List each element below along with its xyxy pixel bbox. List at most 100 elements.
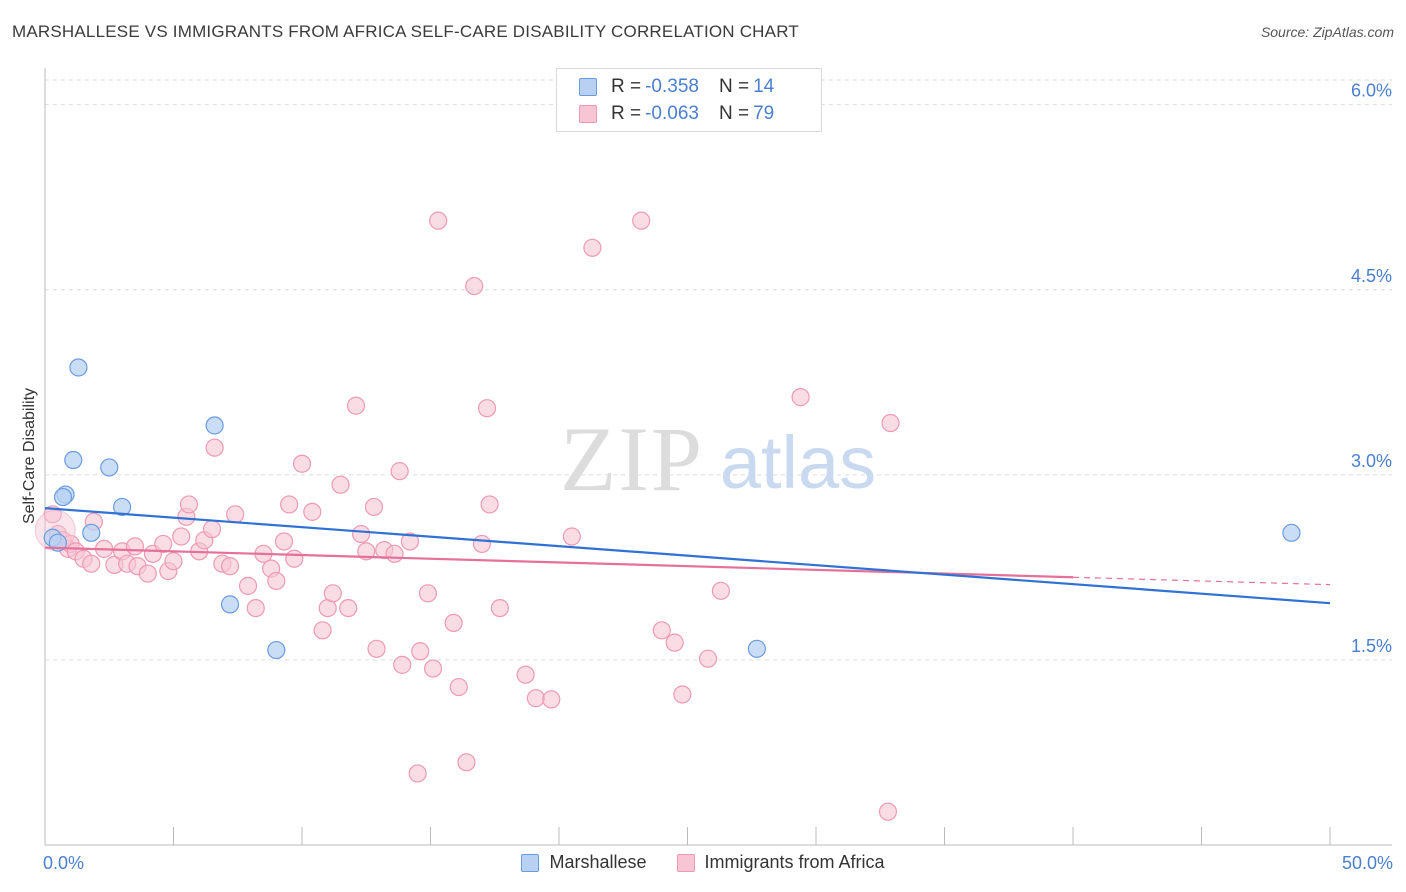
pink-point bbox=[393, 655, 412, 674]
pink-point bbox=[423, 659, 443, 678]
pink-point bbox=[472, 534, 491, 554]
pink-point bbox=[164, 552, 183, 571]
pink-point bbox=[711, 581, 731, 600]
blue-point bbox=[69, 358, 88, 377]
pink-point bbox=[698, 649, 718, 668]
bottom-legend-label: Immigrants from Africa bbox=[704, 852, 885, 872]
trend-lines bbox=[44, 507, 1331, 605]
pink-point bbox=[444, 613, 463, 633]
pink-point bbox=[490, 598, 509, 618]
pink-point bbox=[364, 497, 384, 517]
legend-swatch-pink bbox=[579, 105, 597, 123]
pink-point bbox=[138, 564, 157, 583]
pink-point bbox=[323, 584, 342, 603]
watermark: ZIP atlas bbox=[560, 408, 876, 510]
pink-series-points bbox=[34, 211, 900, 821]
pink-point bbox=[477, 399, 497, 418]
tick-labels: 1.5% 3.0% 4.5% 6.0% 0.0% 50.0% bbox=[43, 81, 1393, 873]
watermark-zip: ZIP bbox=[560, 408, 704, 510]
blue-trend-line bbox=[44, 507, 1331, 605]
blue-point bbox=[82, 523, 101, 542]
pink-point bbox=[652, 621, 671, 640]
y-tick-label: 1.5% bbox=[1351, 636, 1392, 656]
blue-point bbox=[53, 487, 73, 507]
blue-series-points bbox=[43, 358, 1301, 660]
pink-point bbox=[673, 685, 692, 704]
y-axis-label: Self-Care Disability bbox=[21, 388, 38, 524]
pink-point bbox=[331, 475, 350, 494]
watermark-atlas: atlas bbox=[720, 421, 876, 504]
pink-point bbox=[274, 532, 294, 551]
blue-point bbox=[100, 458, 119, 477]
pink-point bbox=[390, 462, 409, 481]
blue-point bbox=[205, 416, 224, 435]
pink-point bbox=[292, 454, 312, 473]
pink-point bbox=[429, 211, 448, 230]
pink-point bbox=[357, 542, 376, 561]
pink-point bbox=[562, 527, 581, 546]
pink-point bbox=[411, 642, 430, 661]
pink-point bbox=[418, 584, 438, 603]
pink-point bbox=[172, 527, 191, 546]
bottom-legend: Marshallese Immigrants from Africa bbox=[0, 852, 1406, 873]
pink-point bbox=[583, 238, 602, 257]
pink-point bbox=[346, 396, 366, 415]
source-label: Source: ZipAtlas.com bbox=[1260, 24, 1394, 40]
blue-point bbox=[1282, 523, 1301, 542]
legend-r-value: -0.063 bbox=[645, 103, 699, 124]
pink-point bbox=[280, 495, 299, 514]
pink-point bbox=[457, 753, 476, 772]
pink-trend-extension bbox=[1072, 576, 1331, 586]
pink-point bbox=[202, 520, 222, 539]
blue-point bbox=[64, 450, 83, 470]
x-tick-label: 0.0% bbox=[43, 853, 84, 873]
pink-point bbox=[285, 549, 304, 568]
bottom-legend-africa: Immigrants from Africa bbox=[676, 852, 885, 873]
y-tick-label: 3.0% bbox=[1351, 451, 1392, 471]
axes bbox=[44, 68, 1392, 846]
pink-point bbox=[791, 388, 810, 407]
bottom-legend-swatch-pink bbox=[676, 853, 695, 872]
pink-point bbox=[408, 764, 427, 783]
blue-point bbox=[747, 639, 766, 658]
legend-row-marshallese: R = -0.358 N = 14 bbox=[579, 75, 774, 99]
pink-point bbox=[226, 505, 245, 524]
legend-swatch-blue bbox=[579, 78, 597, 96]
pink-point bbox=[82, 554, 101, 573]
bottom-legend-marshallese: Marshallese bbox=[521, 852, 647, 873]
chart-title: MARSHALLESE VS IMMIGRANTS FROM AFRICA SE… bbox=[12, 22, 799, 41]
pink-point bbox=[220, 557, 240, 576]
pink-point bbox=[339, 598, 358, 618]
pink-point bbox=[125, 537, 145, 556]
pink-point bbox=[303, 502, 322, 521]
legend-n-label: N = bbox=[718, 76, 750, 97]
pink-point bbox=[881, 413, 900, 433]
y-tick-label: 4.5% bbox=[1351, 266, 1392, 286]
pink-point bbox=[238, 576, 258, 595]
blue-point bbox=[112, 497, 132, 517]
pink-point bbox=[526, 689, 545, 708]
bottom-legend-label: Marshallese bbox=[549, 852, 647, 872]
pink-point bbox=[385, 544, 404, 563]
pink-point bbox=[665, 633, 684, 652]
legend-n-value: 79 bbox=[753, 103, 775, 124]
pink-point bbox=[516, 665, 535, 684]
pink-point bbox=[449, 677, 468, 697]
pink-point bbox=[267, 571, 286, 591]
legend-r-label: R = bbox=[611, 103, 642, 124]
y-tick-label: 6.0% bbox=[1351, 81, 1392, 101]
pink-point bbox=[352, 524, 371, 544]
pink-point bbox=[632, 211, 651, 230]
legend-n-value: 14 bbox=[753, 76, 775, 97]
pink-point bbox=[400, 532, 420, 551]
gridlines bbox=[45, 79, 1392, 661]
x-tick-label: 50.0% bbox=[1342, 853, 1393, 873]
pink-point bbox=[878, 802, 898, 821]
legend-box: R = -0.358 N = 14 R = -0.063 N = 79 bbox=[556, 68, 822, 132]
pink-point bbox=[465, 276, 484, 296]
pink-point bbox=[313, 621, 332, 640]
legend-r-label: R = bbox=[611, 76, 642, 97]
legend-r-value: -0.358 bbox=[645, 76, 699, 97]
pink-point bbox=[205, 438, 224, 457]
pink-point bbox=[480, 495, 499, 514]
